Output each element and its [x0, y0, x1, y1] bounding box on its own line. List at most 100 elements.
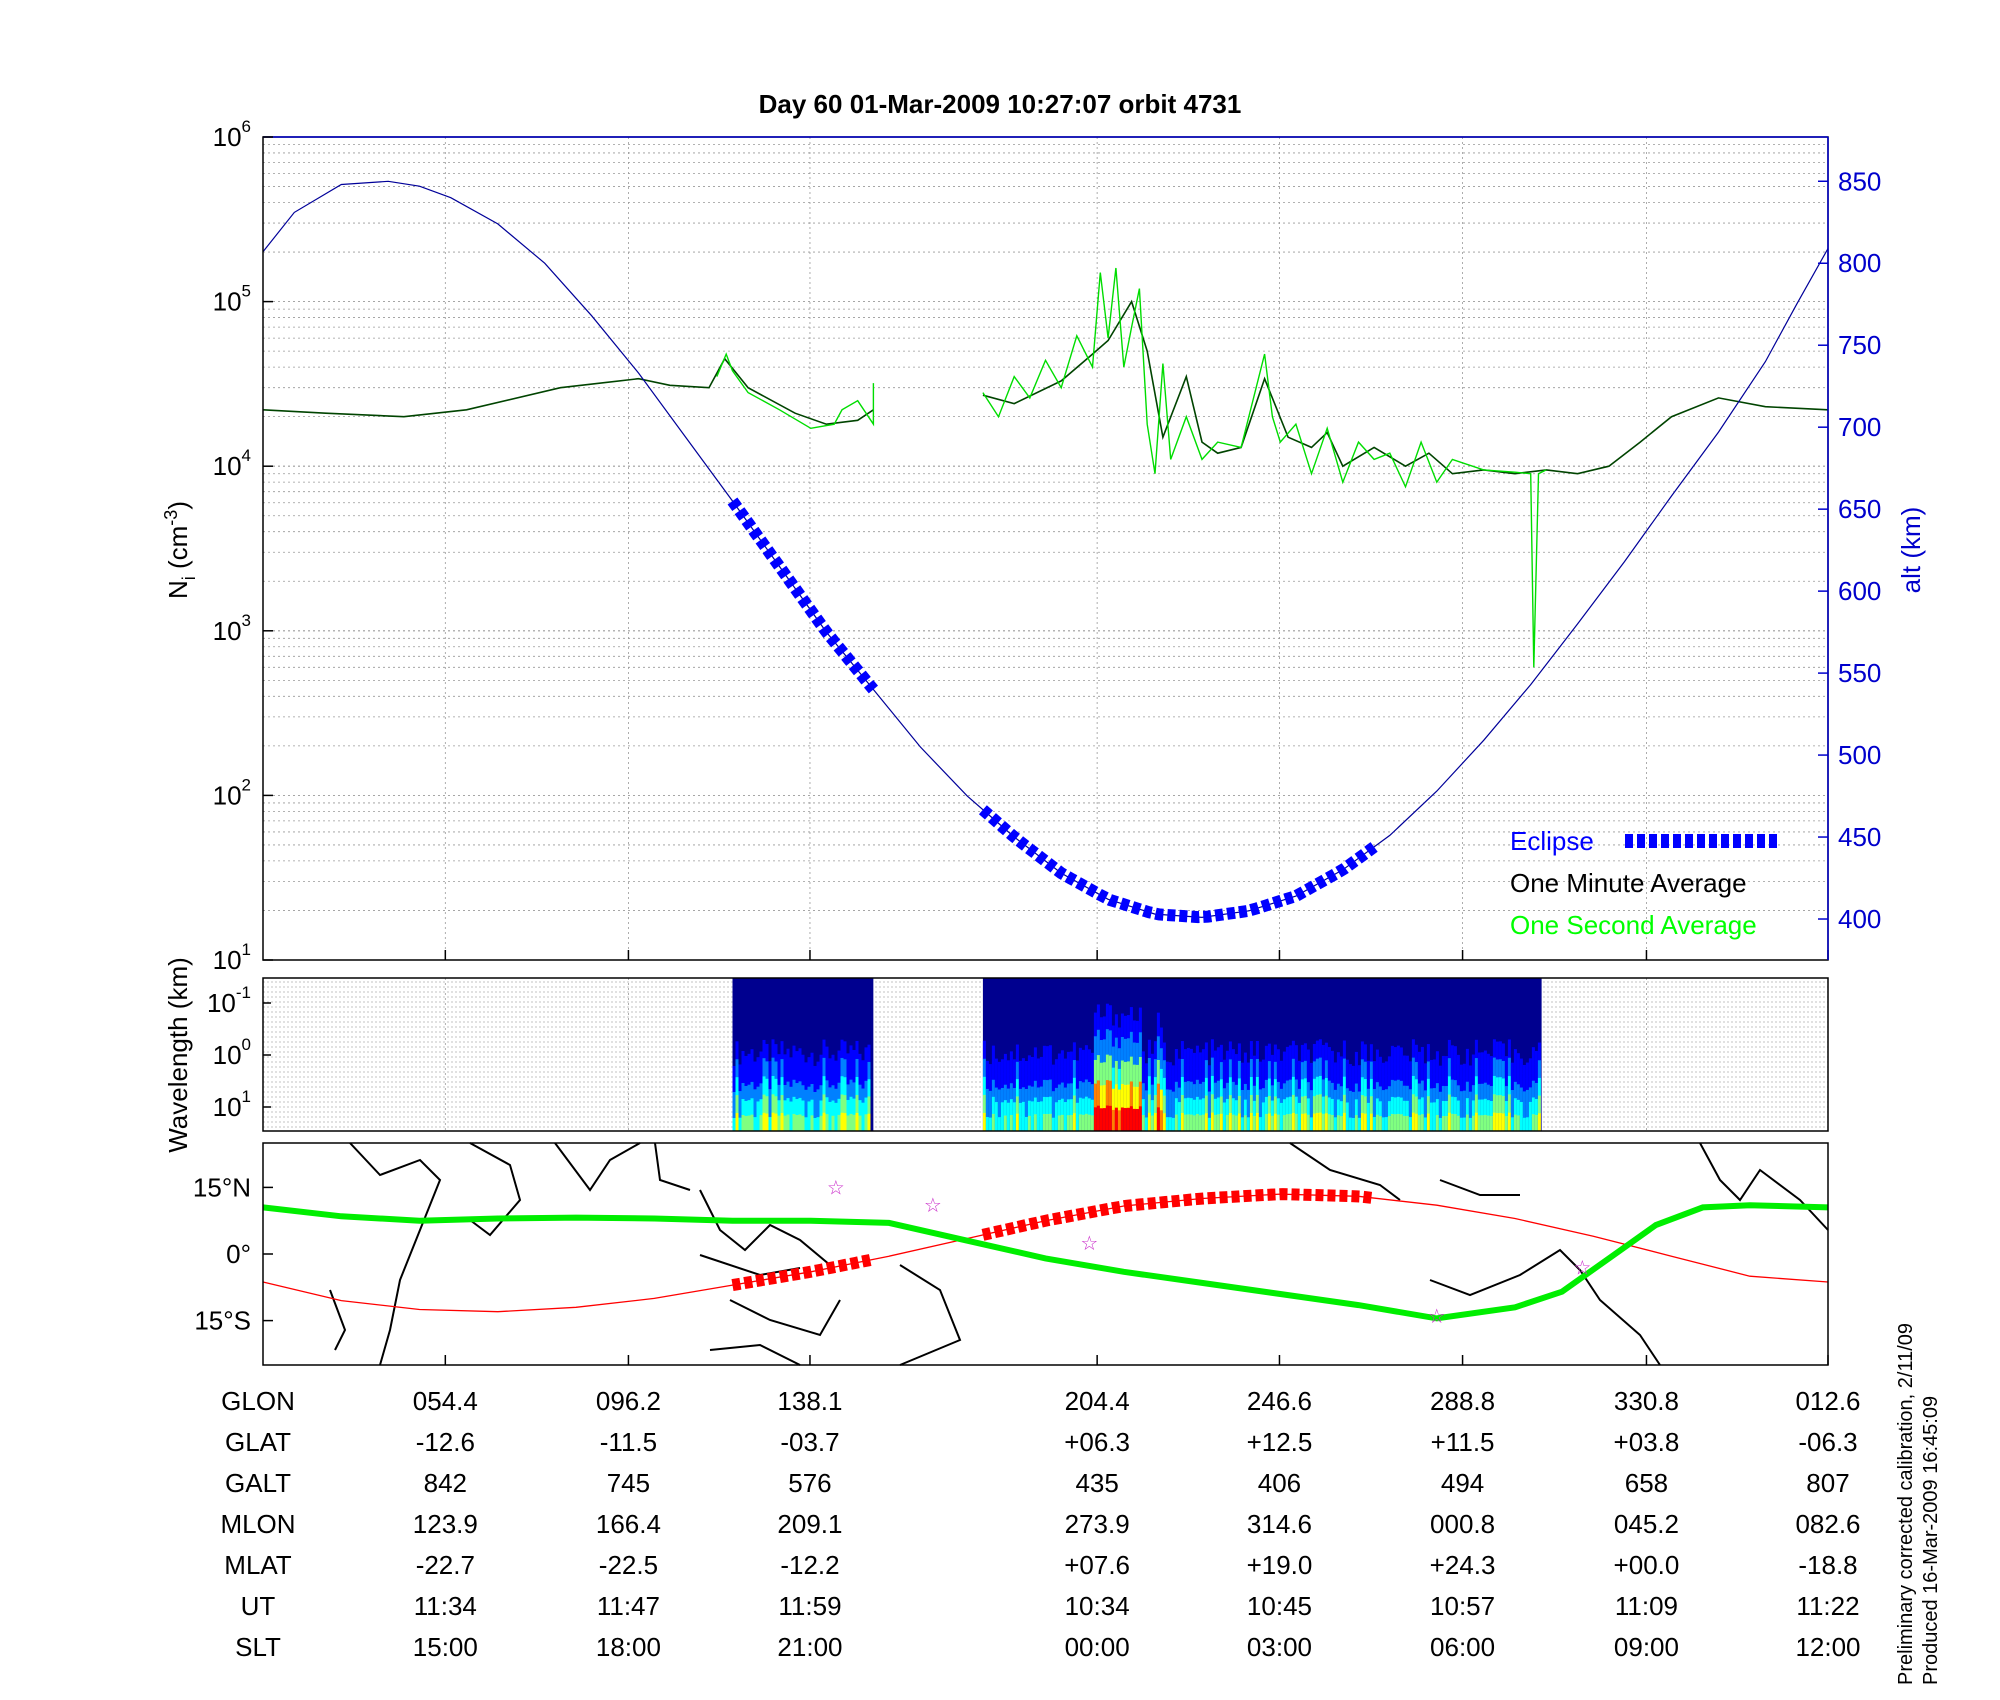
spectrogram-cell	[1150, 1115, 1154, 1132]
spectrogram-cell	[1141, 1115, 1145, 1132]
spectrogram-cell	[1093, 1012, 1097, 1037]
spectrogram-cell	[1363, 1061, 1367, 1080]
spectrogram-cell	[807, 1086, 811, 1102]
spectrogram-cell	[1528, 1101, 1532, 1117]
y-tick-exponent: 5	[242, 282, 251, 301]
spectrogram-cell	[777, 1115, 781, 1132]
spectrogram-cell	[1045, 1097, 1049, 1115]
spectrogram-cell	[1354, 1067, 1358, 1085]
spectrogram-cell	[1462, 1077, 1466, 1092]
spectrogram-cell	[1174, 1065, 1178, 1083]
spectrogram-cell	[1168, 1103, 1172, 1118]
spectrogram-cell	[1201, 1049, 1205, 1067]
spectrogram-cell	[1105, 1105, 1109, 1132]
spectrogram-cell	[1321, 1079, 1325, 1098]
spectrogram-cell	[1000, 1116, 1004, 1132]
spectrogram-cell	[1153, 1095, 1157, 1114]
spectrogram-cell	[1483, 1050, 1487, 1068]
spectrogram-cell	[1216, 1097, 1220, 1115]
spectrogram-cell	[1396, 1045, 1400, 1064]
spectrogram-cell	[1054, 1073, 1058, 1089]
table-cell: 330.8	[1614, 1386, 1679, 1416]
spectrogram-cell	[1444, 1086, 1448, 1102]
table-cell: 096.2	[596, 1386, 661, 1416]
eclipse-segment-0	[727, 497, 879, 694]
spectrogram-cell	[765, 1096, 769, 1115]
spectrogram-cell	[1000, 1073, 1004, 1089]
spectrogram-cell	[1339, 1071, 1343, 1087]
spectrogram-cell	[1243, 1068, 1247, 1085]
spectrogram-cell	[840, 1112, 844, 1132]
spectrogram-cell	[1423, 1103, 1427, 1118]
spectrogram-cell	[1306, 1082, 1310, 1099]
spectrogram-cell	[1465, 1065, 1469, 1083]
table-cell: 209.1	[777, 1509, 842, 1539]
spectrogram-cell	[1441, 1100, 1445, 1117]
spectrogram-cell	[804, 1062, 808, 1077]
spectrogram-cell	[1153, 1041, 1157, 1060]
spectrogram-cell	[1156, 1107, 1160, 1132]
spectrogram-cell	[1066, 1083, 1070, 1100]
spectrogram-cell	[1111, 1109, 1115, 1132]
spectrogram-cell	[1330, 1114, 1334, 1132]
spectrogram-cell	[747, 1053, 751, 1070]
spectrogram-cell	[1336, 1099, 1340, 1116]
spectrogram-cell	[846, 1053, 850, 1070]
spectrogram-cell	[1270, 1085, 1274, 1102]
spectrogram-cell	[1468, 1117, 1472, 1132]
spectrogram-cell	[1273, 1044, 1277, 1063]
spectrogram-cell	[1303, 1078, 1307, 1097]
spectrogram-cell	[1174, 1098, 1178, 1116]
spectrogram-cell	[810, 1115, 814, 1132]
spectrogram-cell	[1255, 1040, 1259, 1060]
spectrogram-cell	[1459, 1077, 1463, 1092]
spectrogram-cell	[855, 1040, 859, 1060]
spectrogram-cell	[1471, 1054, 1475, 1071]
spectrogram-cell	[1294, 1045, 1298, 1063]
spectrogram-cell	[1384, 1061, 1388, 1076]
spectrogram-cell	[801, 1054, 805, 1071]
spectrogram-cell	[1462, 1090, 1466, 1105]
spectrogram-cell	[804, 1089, 808, 1105]
spectrogram-cell	[1018, 1116, 1022, 1132]
spectrogram-cell	[1105, 1054, 1109, 1081]
spectrogram-cell	[1399, 1080, 1403, 1099]
spectrogram-cell	[1324, 1042, 1328, 1061]
spectrogram-cell	[1276, 1098, 1280, 1116]
spectrogram-cell	[1372, 1103, 1376, 1118]
spectrogram-cell	[1300, 1044, 1304, 1063]
spectrogram-cell	[1282, 1083, 1286, 1100]
spectrogram-cell	[810, 1068, 814, 1085]
spectrogram-cell	[735, 1041, 739, 1060]
spectrogram-cell	[1099, 1085, 1103, 1109]
spectrogram-y-tick-base: 10	[213, 1092, 242, 1122]
spectrogram-cell	[765, 1061, 769, 1080]
spectrogram-cell	[780, 1095, 784, 1114]
spectrogram-cell	[1378, 1056, 1382, 1073]
spectrogram-cell	[1306, 1098, 1310, 1116]
spectrogram-cell	[1288, 1113, 1292, 1132]
spectrogram-cell	[762, 1039, 766, 1059]
spectrogram-cell	[1075, 1074, 1079, 1090]
spectrogram-cell	[1090, 1068, 1094, 1085]
spectrogram-cell	[1297, 1116, 1301, 1132]
spectrogram-cell	[1189, 1114, 1193, 1132]
spectrogram-cell	[1039, 1086, 1043, 1102]
spectrogram-cell	[1441, 1115, 1445, 1132]
spectrogram-cell	[1396, 1096, 1400, 1115]
spectrogram-cell	[792, 1079, 796, 1098]
spectrogram-data	[732, 978, 1542, 1132]
spectrogram-cell	[1021, 1116, 1025, 1132]
spectrogram-cell	[991, 1079, 995, 1098]
spectrogram-cell	[985, 1102, 989, 1118]
spectrogram-cell	[1342, 1040, 1346, 1060]
spectrogram-cell	[1414, 1044, 1418, 1063]
table-cell: 246.6	[1247, 1386, 1312, 1416]
spectrogram-cell	[1504, 1086, 1508, 1102]
spectrogram-cell	[1375, 1114, 1379, 1132]
spectrogram-cell	[1222, 1102, 1226, 1118]
spectrogram-cell	[852, 1049, 856, 1067]
spectrogram-cell	[1471, 1085, 1475, 1101]
spectrogram-cell	[1078, 1097, 1082, 1115]
spectrogram-cell	[1126, 1038, 1130, 1062]
